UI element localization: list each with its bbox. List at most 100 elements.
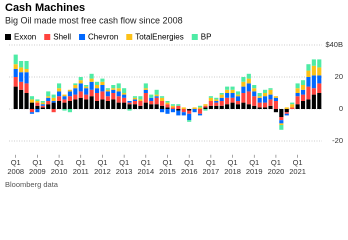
bar-segment — [132, 99, 138, 101]
bar-segment — [116, 83, 121, 89]
bar-segment — [235, 91, 241, 95]
bar-segment — [132, 104, 138, 109]
bar-segment — [29, 99, 35, 103]
x-tick-label: Q1 2009 — [29, 158, 46, 176]
bar-segment — [78, 83, 83, 92]
bar-segment — [273, 109, 278, 113]
bar-segment — [100, 99, 105, 109]
bar-segment — [154, 94, 159, 97]
bar-segment — [165, 109, 170, 114]
bar-segment — [214, 101, 219, 103]
bar-segment — [165, 101, 170, 103]
bar-segment — [230, 97, 235, 103]
bar-segment — [317, 93, 322, 109]
bar-segment — [100, 91, 105, 100]
bar-segment — [73, 85, 78, 89]
bar-segment — [100, 78, 105, 82]
x-tick-label: Q1 2011 — [73, 158, 89, 176]
bar-segment — [219, 94, 224, 98]
bar-segment — [116, 91, 121, 97]
bar-segment — [170, 109, 175, 113]
bar-segment — [62, 99, 67, 103]
bar-segment — [214, 97, 219, 100]
bar-segment — [187, 120, 192, 122]
bar-segment — [306, 86, 311, 100]
bar-segment — [51, 102, 56, 109]
x-tick-label: Q1 2021 — [289, 158, 306, 176]
bar-segment — [279, 117, 284, 121]
bar-segment — [176, 104, 181, 106]
bar-segment — [241, 81, 246, 87]
bar-segment — [105, 91, 110, 97]
bar-segment — [138, 101, 143, 106]
bar-segment — [268, 89, 273, 95]
bar-segment — [84, 99, 89, 109]
legend-swatch — [126, 34, 133, 40]
bar-segment — [57, 101, 62, 109]
bar-segment — [24, 61, 29, 69]
bar-segment — [154, 89, 159, 95]
bar-segment — [143, 88, 148, 90]
bar-segment — [219, 97, 224, 101]
bar-segment — [62, 102, 67, 109]
x-tick-label: Q1 2017 — [203, 158, 220, 176]
bar-segment — [94, 93, 100, 101]
bar-segment — [170, 104, 175, 106]
bar-segment — [105, 96, 110, 101]
bar-segment — [84, 86, 89, 89]
bar-segment — [219, 101, 224, 106]
bar-segment — [208, 101, 213, 106]
bar-segment — [208, 105, 213, 109]
bar-segment — [273, 101, 278, 109]
bar-segment — [225, 93, 230, 98]
bar-segment — [165, 107, 170, 109]
bar-segment — [203, 105, 208, 108]
bar-segment — [306, 99, 311, 109]
bar-segment — [241, 102, 246, 109]
bar-segment — [94, 101, 100, 109]
bar-segment — [235, 104, 241, 109]
bar-segment — [284, 107, 289, 109]
bar-segment — [67, 101, 72, 109]
bar-segment — [73, 83, 78, 85]
bar-segment — [176, 110, 181, 116]
x-tick-label: Q1 2013 — [116, 158, 133, 176]
bar-segment — [252, 88, 257, 92]
bar-segment — [57, 88, 62, 92]
bar-segment — [290, 107, 295, 109]
bar-segment — [57, 91, 62, 97]
bar-segment — [203, 109, 208, 111]
bar-segment — [89, 81, 94, 90]
bar-segment — [143, 102, 148, 109]
bar-segment — [24, 93, 29, 109]
bar-segment — [111, 85, 116, 89]
bar-segment — [105, 101, 110, 109]
bar-segment — [149, 101, 154, 105]
bar-segment — [67, 109, 72, 113]
bar-segment — [29, 112, 35, 114]
bar-segment — [235, 101, 241, 105]
bar-segment — [170, 107, 175, 109]
bar-segment — [40, 107, 45, 109]
bar-segment — [203, 107, 208, 109]
bar-segment — [160, 97, 165, 101]
bar-segment — [257, 107, 262, 109]
bar-segment — [127, 102, 132, 105]
bar-segment — [78, 80, 83, 84]
bar-segment — [252, 91, 257, 97]
x-tick-label: Q1 2012 — [94, 158, 111, 176]
bar-segment — [192, 107, 197, 109]
bar-segment — [317, 75, 322, 84]
bar-segment — [263, 89, 268, 93]
legend-label: BP — [201, 33, 212, 42]
bar-segment — [122, 88, 127, 93]
bar-segment — [279, 125, 284, 130]
bar-segment — [29, 96, 35, 100]
bar-segment — [165, 102, 170, 105]
bar-segment — [160, 96, 165, 98]
x-tick-label: Q1 2018 — [224, 158, 241, 176]
bar-segment — [78, 97, 83, 109]
bar-segment — [246, 91, 251, 105]
bar-segment — [122, 93, 127, 95]
bar-segment — [116, 88, 121, 92]
